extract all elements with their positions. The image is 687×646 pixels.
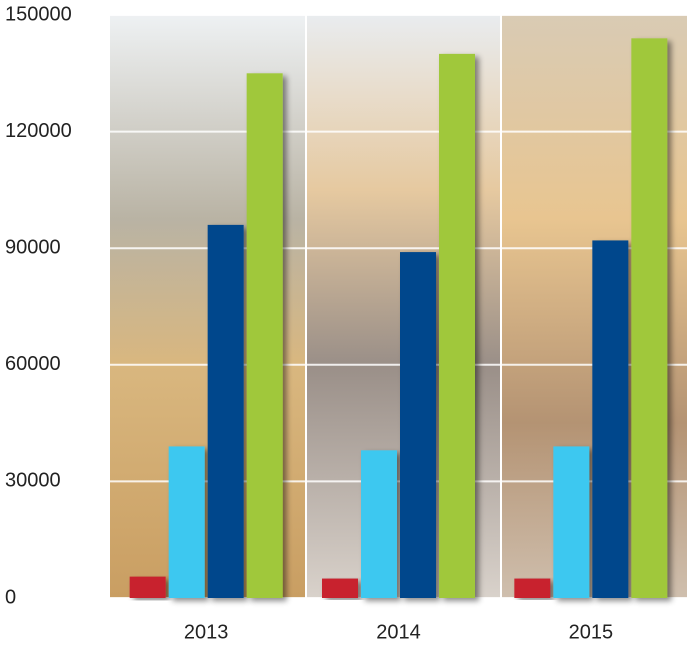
y-tick-label: 120000 [5,120,72,142]
bar [439,53,475,599]
y-tick-label: 60000 [5,353,61,375]
bar [631,38,668,598]
y-tick-label: 0 [5,586,16,608]
y-tick-label: 90000 [5,236,61,258]
bar [553,446,590,598]
y-tick-label: 30000 [5,470,61,492]
x-tick-label: 2014 [376,621,421,643]
bar [400,252,436,598]
bar [322,578,358,598]
bar [246,73,283,599]
bar [207,224,244,598]
bar [129,576,166,598]
bar [361,450,397,598]
bar [592,240,629,598]
x-tick-label: 2015 [569,621,614,643]
bar [168,446,205,598]
x-tick-label: 2013 [184,621,229,643]
bar [514,578,551,598]
y-tick-label: 150000 [5,3,72,25]
